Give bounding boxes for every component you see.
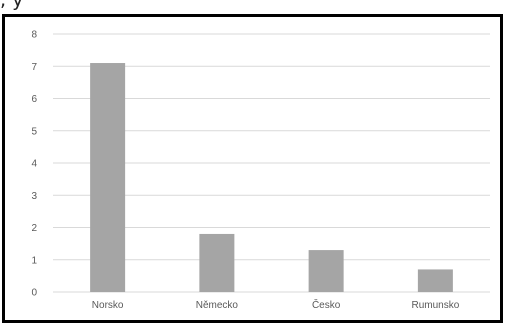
y-tick-label: 1 — [31, 255, 37, 266]
y-tick-label: 2 — [31, 223, 37, 234]
bar-chart: 0 1 2 3 4 5 6 7 8 Norsko Německo Česko Rumunsko — [31, 30, 490, 311]
x-tick-label: Česko — [312, 298, 341, 311]
bar-německo — [199, 233, 235, 292]
x-axis-labels: Norsko Německo Česko Rumunsko — [92, 298, 460, 311]
x-tick-label: Norsko — [92, 300, 124, 311]
cropped-header-text: , y — [0, 0, 24, 11]
y-tick-label: 4 — [31, 159, 37, 170]
y-tick-label: 8 — [31, 30, 37, 41]
y-tick-label: 3 — [31, 191, 37, 202]
bars — [90, 63, 453, 293]
bar-norsko — [90, 63, 126, 293]
chart-frame: 0 1 2 3 4 5 6 7 8 Norsko Německo Česko Rumunsko — [2, 14, 503, 323]
x-tick-label: Rumunsko — [411, 300, 459, 311]
gridlines — [53, 33, 490, 293]
y-tick-label: 0 — [31, 288, 37, 299]
y-tick-label: 6 — [31, 94, 37, 105]
y-tick-label: 5 — [31, 126, 37, 137]
x-tick-label: Německo — [196, 300, 239, 311]
y-tick-label: 7 — [31, 62, 37, 73]
bar-rumunsko — [417, 269, 453, 292]
bar-česko — [308, 250, 344, 292]
y-axis-labels: 0 1 2 3 4 5 6 7 8 — [31, 30, 37, 299]
